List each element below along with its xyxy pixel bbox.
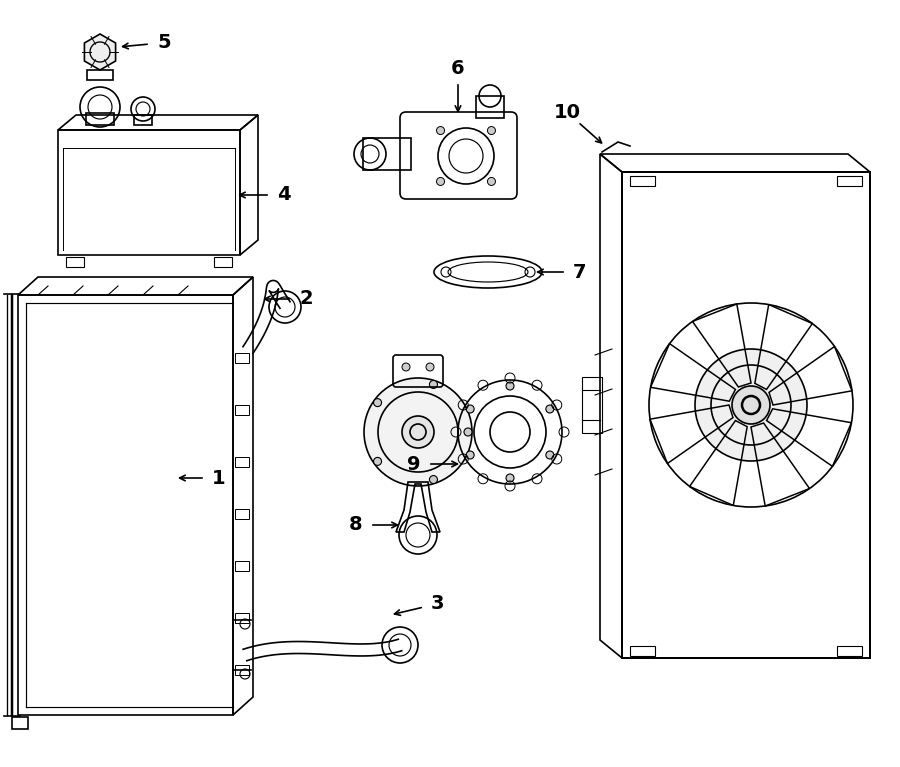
Text: 2: 2 — [299, 289, 313, 308]
Text: 6: 6 — [451, 58, 464, 77]
Circle shape — [466, 451, 474, 459]
Bar — [235, 405, 249, 415]
Circle shape — [436, 127, 445, 134]
Circle shape — [436, 177, 445, 186]
Text: 9: 9 — [407, 455, 421, 473]
Bar — [235, 561, 249, 571]
Circle shape — [426, 363, 434, 371]
Bar — [363, 138, 411, 170]
Text: 10: 10 — [554, 104, 581, 122]
Circle shape — [506, 474, 514, 482]
Text: 8: 8 — [349, 515, 363, 535]
Text: 4: 4 — [277, 186, 291, 205]
Circle shape — [429, 476, 437, 483]
Circle shape — [464, 428, 472, 436]
Circle shape — [488, 127, 496, 134]
Text: 3: 3 — [431, 594, 445, 614]
Text: 7: 7 — [573, 262, 587, 281]
Bar — [476, 96, 504, 118]
Bar — [235, 613, 249, 623]
Bar — [235, 457, 249, 467]
Polygon shape — [85, 34, 115, 70]
Circle shape — [402, 363, 410, 371]
Circle shape — [374, 457, 382, 466]
Bar — [66, 257, 84, 267]
Circle shape — [374, 399, 382, 407]
Text: 5: 5 — [158, 33, 171, 52]
Circle shape — [545, 405, 554, 413]
Circle shape — [488, 177, 496, 186]
Circle shape — [695, 349, 807, 461]
Bar — [235, 665, 249, 675]
Text: 1: 1 — [212, 469, 226, 488]
Bar — [837, 646, 862, 656]
Bar — [630, 646, 655, 656]
Circle shape — [402, 416, 434, 448]
Bar — [235, 509, 249, 519]
Bar — [134, 115, 152, 125]
Bar — [582, 377, 602, 433]
Circle shape — [732, 386, 770, 424]
Bar — [214, 257, 232, 267]
Bar — [837, 176, 862, 186]
Bar — [630, 176, 655, 186]
Bar — [86, 113, 114, 125]
Bar — [87, 70, 113, 80]
Circle shape — [466, 405, 474, 413]
Circle shape — [364, 378, 472, 486]
Circle shape — [429, 380, 437, 388]
Bar — [12, 717, 28, 729]
Bar — [235, 353, 249, 363]
Circle shape — [545, 451, 554, 459]
Circle shape — [506, 382, 514, 390]
